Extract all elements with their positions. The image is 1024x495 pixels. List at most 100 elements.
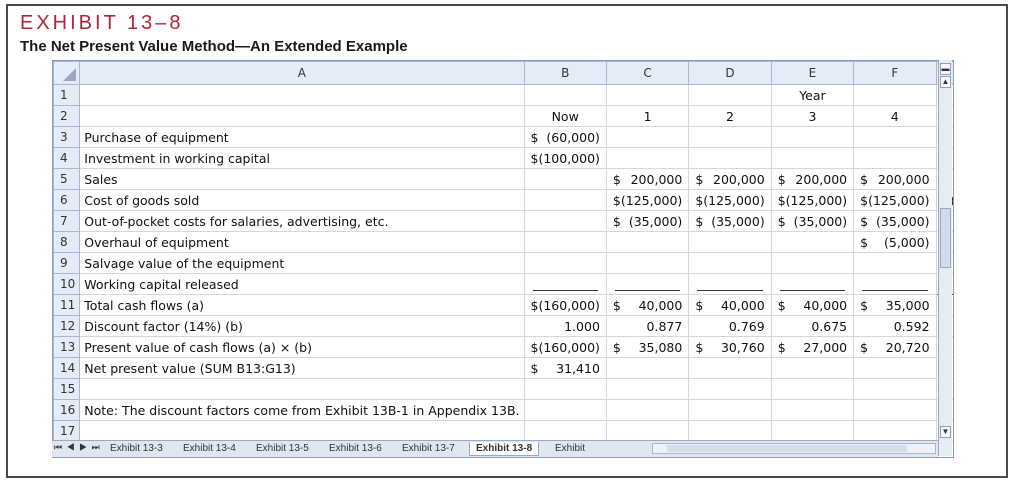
- value-cell[interactable]: [605, 357, 690, 379]
- value-cell[interactable]: $40,000: [688, 294, 772, 316]
- value-cell[interactable]: $ (60,000): [523, 126, 607, 148]
- row-label-cell[interactable]: Net present value (SUM B13:G13): [79, 357, 525, 379]
- value-cell[interactable]: 0.592: [853, 315, 937, 337]
- value-cell[interactable]: $ (160,000): [523, 336, 607, 358]
- row-header[interactable]: 2: [53, 105, 81, 127]
- value-cell[interactable]: [853, 399, 937, 421]
- value-cell[interactable]: [523, 252, 607, 274]
- value-cell[interactable]: [523, 168, 607, 190]
- value-cell[interactable]: [688, 231, 772, 253]
- value-cell[interactable]: [853, 357, 937, 379]
- value-cell[interactable]: 0.675: [770, 315, 855, 337]
- tab-navigation-icon[interactable]: ⏮ ◀ ▶ ⏭: [54, 442, 101, 452]
- column-header-e[interactable]: E: [770, 61, 855, 85]
- value-cell[interactable]: $30,760: [688, 336, 772, 358]
- row-header[interactable]: 9: [53, 252, 81, 274]
- row-header[interactable]: 6: [53, 189, 81, 211]
- row-header[interactable]: 1: [53, 84, 81, 106]
- value-cell[interactable]: [523, 273, 607, 295]
- value-cell[interactable]: [605, 252, 690, 274]
- row-header[interactable]: 8: [53, 231, 81, 253]
- value-cell[interactable]: [605, 273, 690, 295]
- value-cell[interactable]: [770, 399, 855, 421]
- value-cell[interactable]: [770, 273, 855, 295]
- value-cell[interactable]: $200,000: [853, 168, 937, 190]
- value-cell[interactable]: $ (35,000): [688, 210, 772, 232]
- value-cell[interactable]: [605, 420, 690, 442]
- value-cell[interactable]: [688, 399, 772, 421]
- value-cell[interactable]: [688, 147, 772, 169]
- row-header[interactable]: 13: [53, 336, 81, 358]
- value-cell[interactable]: [853, 126, 937, 148]
- value-cell[interactable]: $40,000: [605, 294, 690, 316]
- value-cell[interactable]: 1: [605, 105, 690, 127]
- value-cell[interactable]: $ (35,000): [770, 210, 855, 232]
- row-label-cell[interactable]: Overhaul of equipment: [79, 231, 525, 253]
- value-cell[interactable]: [853, 147, 937, 169]
- value-cell[interactable]: 0.769: [688, 315, 772, 337]
- value-cell[interactable]: [770, 420, 855, 442]
- value-cell[interactable]: [688, 126, 772, 148]
- value-cell[interactable]: [523, 189, 607, 211]
- value-cell[interactable]: [523, 84, 607, 106]
- value-cell[interactable]: $20,720: [853, 336, 937, 358]
- row-label-cell[interactable]: Note: The discount factors come from Exh…: [79, 399, 525, 421]
- cell-table[interactable]: ABCDEFG1Year2Now123453Purchase of equipm…: [53, 61, 953, 442]
- value-cell[interactable]: 3: [770, 105, 855, 127]
- horizontal-scroll-thumb[interactable]: [667, 445, 907, 452]
- value-cell[interactable]: Now: [523, 105, 607, 127]
- row-header[interactable]: 14: [53, 357, 81, 379]
- row-label-cell[interactable]: Cost of goods sold: [79, 189, 525, 211]
- value-cell[interactable]: $ (5,000): [853, 231, 937, 253]
- value-cell[interactable]: [688, 378, 772, 400]
- value-cell[interactable]: [688, 357, 772, 379]
- value-cell[interactable]: [853, 420, 937, 442]
- row-header[interactable]: 17: [53, 420, 81, 442]
- row-header[interactable]: 7: [53, 210, 81, 232]
- value-cell[interactable]: 1.000: [523, 315, 607, 337]
- row-header[interactable]: 16: [53, 399, 81, 421]
- value-cell[interactable]: [688, 252, 772, 274]
- row-label-cell[interactable]: [79, 378, 525, 400]
- value-cell[interactable]: $35,080: [605, 336, 690, 358]
- row-label-cell[interactable]: Salvage value of the equipment: [79, 252, 525, 274]
- row-header[interactable]: 4: [53, 147, 81, 169]
- value-cell[interactable]: [770, 231, 855, 253]
- row-header[interactable]: 15: [53, 378, 81, 400]
- value-cell[interactable]: 0.877: [605, 315, 690, 337]
- row-label-cell[interactable]: [79, 84, 525, 106]
- value-cell[interactable]: 2: [688, 105, 772, 127]
- row-label-cell[interactable]: Total cash flows (a): [79, 294, 525, 316]
- value-cell[interactable]: $ (35,000): [853, 210, 937, 232]
- row-header[interactable]: 12: [53, 315, 81, 337]
- tab-exhibit-13-6[interactable]: Exhibit 13-6: [329, 443, 382, 454]
- row-header[interactable]: 10: [53, 273, 81, 295]
- value-cell[interactable]: $ (160,000): [523, 294, 607, 316]
- spreadsheet-grid[interactable]: ABCDEFG1Year2Now123453Purchase of equipm…: [52, 60, 954, 458]
- scroll-up-icon[interactable]: ▲: [940, 76, 951, 88]
- value-cell[interactable]: [688, 420, 772, 442]
- row-label-cell[interactable]: Out-of-pocket costs for salaries, advert…: [79, 210, 525, 232]
- split-handle-icon[interactable]: ▬: [940, 63, 951, 75]
- column-header-f[interactable]: F: [853, 61, 937, 85]
- row-label-cell[interactable]: Working capital released: [79, 273, 525, 295]
- value-cell[interactable]: Year: [770, 84, 855, 106]
- select-all-corner[interactable]: [53, 61, 81, 85]
- value-cell[interactable]: $(125,000): [853, 189, 937, 211]
- row-header[interactable]: 3: [53, 126, 81, 148]
- column-header-b[interactable]: B: [523, 61, 607, 85]
- value-cell[interactable]: [523, 420, 607, 442]
- value-cell[interactable]: $ (100,000): [523, 147, 607, 169]
- value-cell[interactable]: $200,000: [605, 168, 690, 190]
- row-label-cell[interactable]: Sales: [79, 168, 525, 190]
- value-cell[interactable]: [605, 84, 690, 106]
- value-cell[interactable]: $35,000: [853, 294, 937, 316]
- tab-exhibit[interactable]: Exhibit: [555, 443, 586, 454]
- scroll-down-icon[interactable]: ▼: [940, 426, 951, 438]
- value-cell[interactable]: [605, 231, 690, 253]
- value-cell[interactable]: [605, 126, 690, 148]
- value-cell[interactable]: [523, 378, 607, 400]
- row-header[interactable]: 5: [53, 168, 81, 190]
- value-cell[interactable]: [853, 378, 937, 400]
- value-cell[interactable]: [770, 252, 855, 274]
